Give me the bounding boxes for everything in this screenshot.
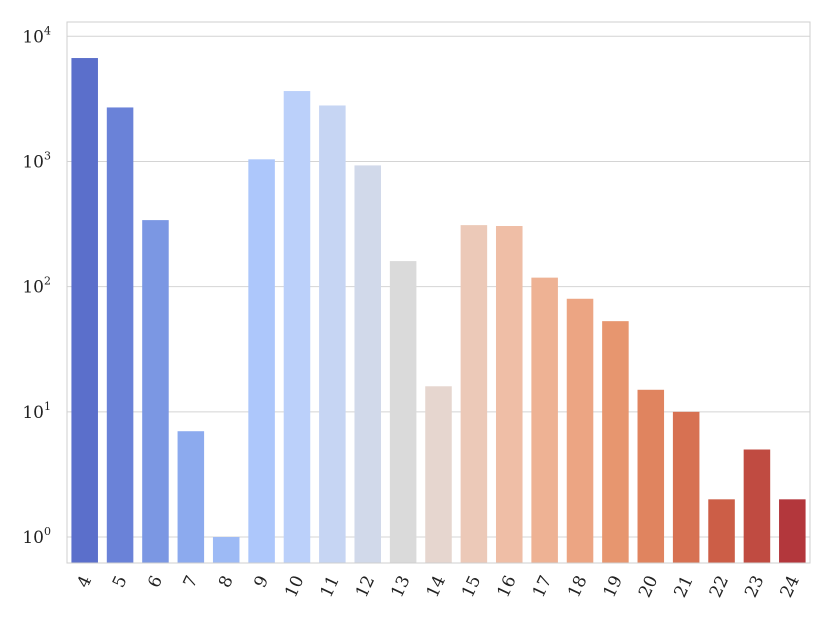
bar-6 [142,220,169,563]
x-tick-label-24: 24 [777,573,804,601]
y-tick-base: 10 [22,152,44,172]
y-tick-label: 101 [22,400,51,423]
x-tick-label-6: 6 [144,573,167,591]
bar-21 [672,411,700,563]
bar-4 [71,58,98,563]
bar-19 [602,321,629,563]
bar-11 [319,105,346,563]
x-tick-label-5: 5 [109,573,132,591]
x-tick-label-11: 11 [317,573,344,601]
bar-8 [212,537,240,563]
y-tick-base: 10 [22,278,44,298]
bars [71,58,806,564]
x-tick-label-8: 8 [215,573,238,591]
x-tick-label-12: 12 [352,573,379,601]
y-tick-label: 102 [22,275,51,298]
x-tick-label-19: 19 [600,573,627,601]
bar-7 [177,431,205,563]
y-tick-base: 10 [22,27,44,47]
bar-14 [425,386,452,563]
x-tick-label-21: 21 [670,573,697,601]
bar-9 [248,159,275,563]
x-tick-label-4: 4 [74,573,97,591]
bar-16 [495,226,523,563]
x-tick-label-9: 9 [250,573,273,591]
x-tick-label-18: 18 [564,573,591,601]
x-tick-label-7: 7 [180,573,203,591]
y-tick-base: 10 [22,528,44,548]
bar-20 [637,389,665,563]
bar-18 [566,298,594,563]
x-tick-label-13: 13 [387,573,414,601]
bar-10 [283,91,311,563]
y-tick-exponent: 4 [44,24,51,37]
bar-15 [460,225,488,563]
x-tick-label-15: 15 [458,573,485,601]
y-tick-exponent: 1 [44,400,51,413]
x-tick-label-23: 23 [741,573,768,601]
x-tick-label-20: 20 [635,573,662,601]
y-tick-label: 100 [22,525,51,548]
y-tick-label: 103 [22,149,51,172]
x-axis-ticks: 4 5 6 7 8 9 10 11 12 13 14 15 16 17 18 19 20 21 22 23 24 [74,573,804,601]
x-tick-label-16: 16 [494,573,521,601]
bar-23 [743,449,771,563]
y-tick-exponent: 0 [44,525,51,538]
y-tick-label: 104 [22,24,51,47]
y-tick-exponent: 2 [44,275,51,288]
y-tick-exponent: 3 [44,149,51,162]
x-tick-label-14: 14 [423,573,450,601]
bar-22 [708,499,735,563]
bar-5 [106,107,134,563]
x-tick-label-17: 17 [529,573,556,601]
y-tick-base: 10 [22,403,44,423]
plot-frame [66,21,811,564]
x-tick-label-10: 10 [281,573,308,601]
bar-24 [779,499,806,563]
bar-13 [389,261,417,563]
bar-17 [531,277,558,563]
bar-12 [354,165,382,564]
x-tick-label-22: 22 [706,573,733,601]
